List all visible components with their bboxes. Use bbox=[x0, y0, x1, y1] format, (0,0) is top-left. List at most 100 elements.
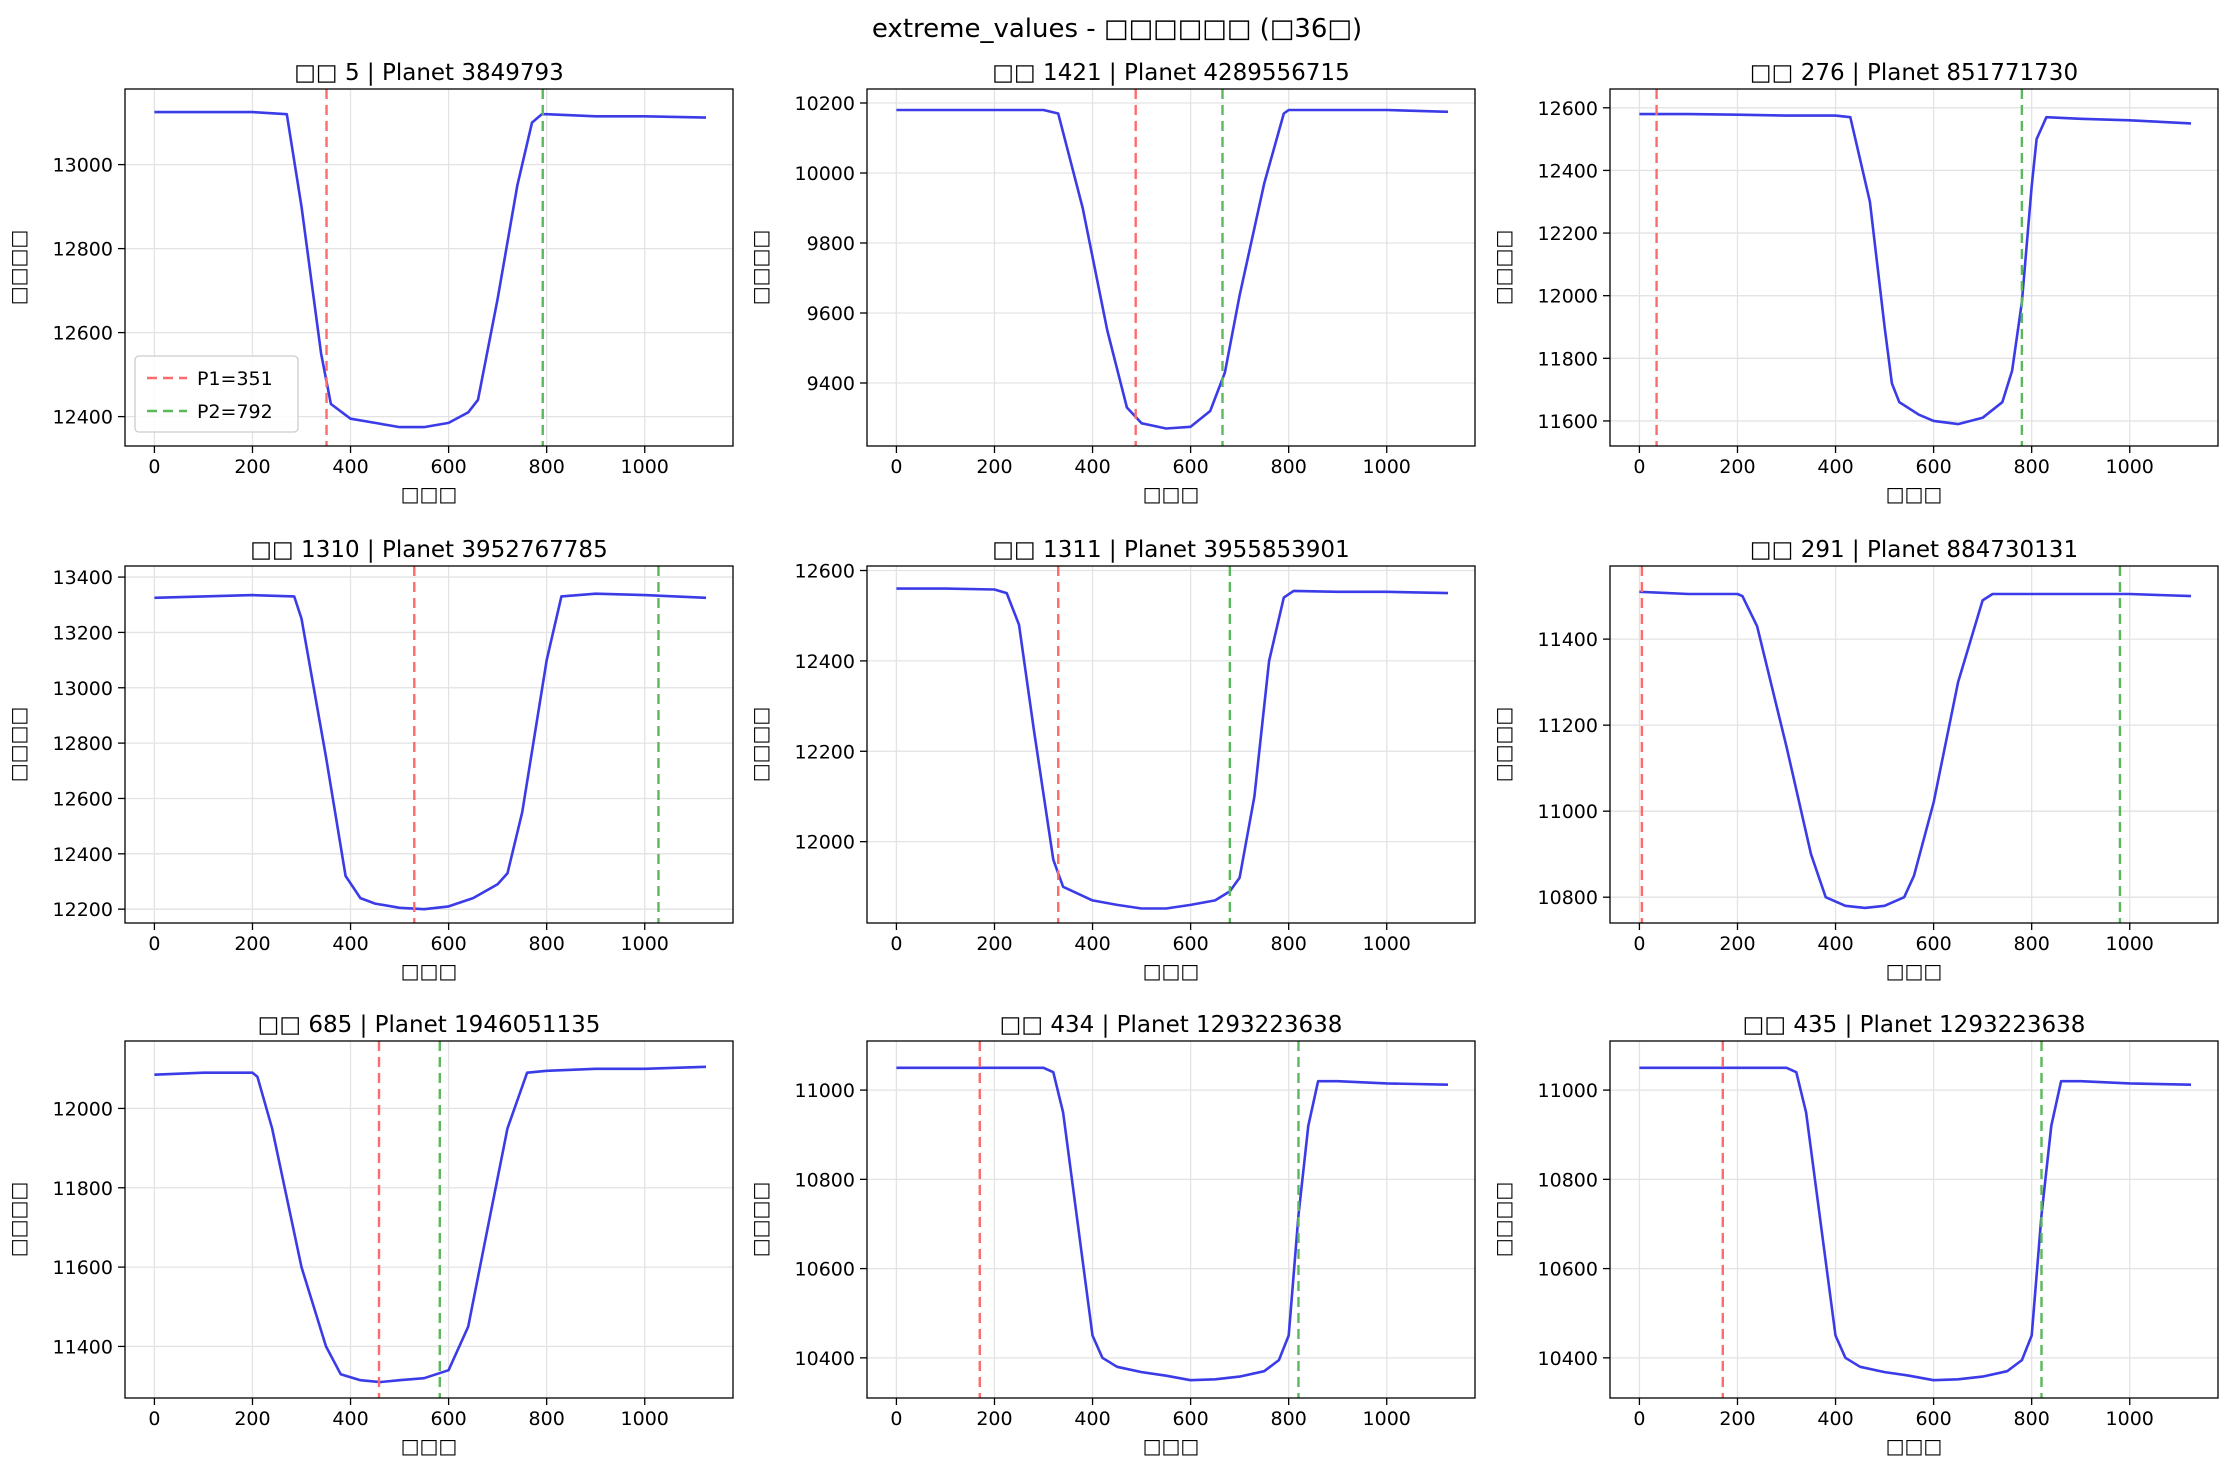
y-tick-label: 12200 bbox=[53, 899, 113, 921]
axes-frame bbox=[866, 88, 1476, 447]
subplot-title: □□ 5 | Planet 3849793 bbox=[294, 60, 564, 86]
subplot-title: □□ 435 | Planet 1293223638 bbox=[1743, 1012, 2086, 1038]
light-curve-line bbox=[1639, 1066, 2192, 1382]
axes-frame bbox=[124, 88, 734, 447]
axes-frame bbox=[866, 1040, 1476, 1399]
x-tick-label: 200 bbox=[976, 1408, 1012, 1430]
y-tick-label: 12600 bbox=[53, 323, 113, 345]
x-tick-label: 800 bbox=[1271, 456, 1307, 478]
axes-frame bbox=[124, 1040, 734, 1399]
subplot-8: 0 200 400 600 800 1000 10400 10600 10800 11000 □□ … bbox=[748, 1012, 1476, 1458]
x-tick-label: 400 bbox=[1817, 1408, 1853, 1430]
x-tick-label: 400 bbox=[332, 1408, 368, 1430]
x-tick-label: 600 bbox=[430, 456, 466, 478]
light-curve-line bbox=[896, 1066, 1449, 1382]
x-tick-label: 800 bbox=[1271, 933, 1307, 955]
y-tick-label: 12400 bbox=[53, 407, 113, 429]
x-axis-label: □□□ bbox=[1143, 959, 1200, 983]
x-tick-label: 0 bbox=[148, 1408, 160, 1430]
x-tick-label: 600 bbox=[430, 933, 466, 955]
y-tick-label: 9400 bbox=[807, 373, 855, 395]
y-tick-label: 12600 bbox=[795, 561, 855, 583]
y-tick-label: 9800 bbox=[807, 233, 855, 255]
y-tick-label: 12600 bbox=[1538, 98, 1598, 120]
x-tick-label: 0 bbox=[1633, 1408, 1645, 1430]
x-tick-label: 1000 bbox=[621, 933, 669, 955]
x-axis-label: □□□ bbox=[1886, 959, 1943, 983]
subplot-title: □□ 1421 | Planet 4289556715 bbox=[992, 60, 1349, 86]
x-axis-label: □□□ bbox=[401, 959, 458, 983]
y-tick-label: 11600 bbox=[53, 1257, 113, 1279]
x-tick-label: 0 bbox=[148, 933, 160, 955]
x-tick-label: 600 bbox=[1172, 933, 1208, 955]
x-tick-label: 1000 bbox=[2106, 456, 2154, 478]
legend-box bbox=[134, 355, 299, 433]
x-axis-label: □□□ bbox=[401, 1434, 458, 1458]
x-tick-label: 400 bbox=[1074, 933, 1110, 955]
x-tick-label: 200 bbox=[976, 456, 1012, 478]
x-tick-label: 600 bbox=[430, 1408, 466, 1430]
y-axis-label: □□□□ bbox=[1491, 230, 1515, 306]
y-axis-label: □□□□ bbox=[6, 230, 30, 306]
light-curve-line bbox=[896, 587, 1449, 910]
subplot-title: □□ 434 | Planet 1293223638 bbox=[1000, 1012, 1343, 1038]
y-tick-label: 12800 bbox=[53, 733, 113, 755]
light-curve-line bbox=[154, 1065, 707, 1384]
y-tick-label: 11400 bbox=[1538, 629, 1598, 651]
y-tick-label: 12400 bbox=[795, 651, 855, 673]
x-tick-label: 800 bbox=[2014, 1408, 2050, 1430]
y-tick-label: 13000 bbox=[53, 155, 113, 177]
subplot-2: 0 200 400 600 800 1000 9400 9600 9800 10000 10200 □… bbox=[748, 60, 1476, 506]
y-tick-label: 11000 bbox=[795, 1080, 855, 1102]
x-tick-label: 600 bbox=[1172, 1408, 1208, 1430]
x-tick-label: 400 bbox=[1817, 456, 1853, 478]
subplot-4: 0 200 400 600 800 1000 12200 12400 12600 12800 130… bbox=[6, 537, 734, 983]
subplot-title: □□ 276 | Planet 851771730 bbox=[1750, 60, 2078, 86]
y-axis-label: □□□□ bbox=[1491, 707, 1515, 783]
axes-frame bbox=[866, 565, 1476, 924]
y-tick-label: 12000 bbox=[1538, 286, 1598, 308]
y-tick-label: 12000 bbox=[795, 832, 855, 854]
light-curve-line bbox=[154, 592, 707, 911]
x-tick-label: 0 bbox=[1633, 933, 1645, 955]
y-tick-label: 11000 bbox=[1538, 1080, 1598, 1102]
x-tick-label: 600 bbox=[1915, 456, 1951, 478]
x-tick-label: 0 bbox=[890, 1408, 902, 1430]
axes-frame bbox=[124, 565, 734, 924]
y-tick-label: 10800 bbox=[1538, 887, 1598, 909]
x-axis-label: □□□ bbox=[401, 482, 458, 506]
x-tick-label: 1000 bbox=[2106, 933, 2154, 955]
x-tick-label: 200 bbox=[1719, 933, 1755, 955]
subplot-5: 0 200 400 600 800 1000 12000 12200 12400 12600 □□ … bbox=[748, 537, 1476, 983]
x-tick-label: 0 bbox=[1633, 456, 1645, 478]
y-tick-label: 11800 bbox=[1538, 348, 1598, 370]
y-tick-label: 10800 bbox=[1538, 1169, 1598, 1191]
x-tick-label: 400 bbox=[1074, 456, 1110, 478]
axes-frame bbox=[1609, 1040, 2219, 1399]
y-tick-label: 12400 bbox=[1538, 160, 1598, 182]
legend-entry: P2=792 bbox=[197, 401, 273, 423]
axes-frame bbox=[1609, 565, 2219, 924]
subplot-6: 0 200 400 600 800 1000 10800 11000 11200 11400 □□ … bbox=[1491, 537, 2219, 983]
y-tick-label: 10200 bbox=[795, 93, 855, 115]
legend: P1=351 P2=792 bbox=[134, 355, 299, 433]
x-tick-label: 400 bbox=[1074, 1408, 1110, 1430]
subplot-3: 0 200 400 600 800 1000 11600 11800 12000 12200 124… bbox=[1491, 60, 2219, 506]
x-tick-label: 800 bbox=[2014, 933, 2050, 955]
x-tick-label: 1000 bbox=[1363, 1408, 1411, 1430]
y-tick-label: 11600 bbox=[1538, 411, 1598, 433]
x-tick-label: 200 bbox=[1719, 456, 1755, 478]
y-tick-label: 12000 bbox=[53, 1098, 113, 1120]
y-axis-label: □□□□ bbox=[1491, 1182, 1515, 1258]
axes-frame bbox=[1609, 88, 2219, 447]
y-tick-label: 11200 bbox=[1538, 715, 1598, 737]
subplot-title: □□ 291 | Planet 884730131 bbox=[1750, 537, 2078, 563]
x-tick-label: 400 bbox=[332, 933, 368, 955]
x-tick-label: 200 bbox=[976, 933, 1012, 955]
y-tick-label: 12200 bbox=[795, 741, 855, 763]
subplot-1: 0 200 400 600 800 1000 12400 12600 12800 13000 □□ … bbox=[6, 60, 734, 506]
x-axis-label: □□□ bbox=[1886, 1434, 1943, 1458]
y-tick-label: 12400 bbox=[53, 844, 113, 866]
